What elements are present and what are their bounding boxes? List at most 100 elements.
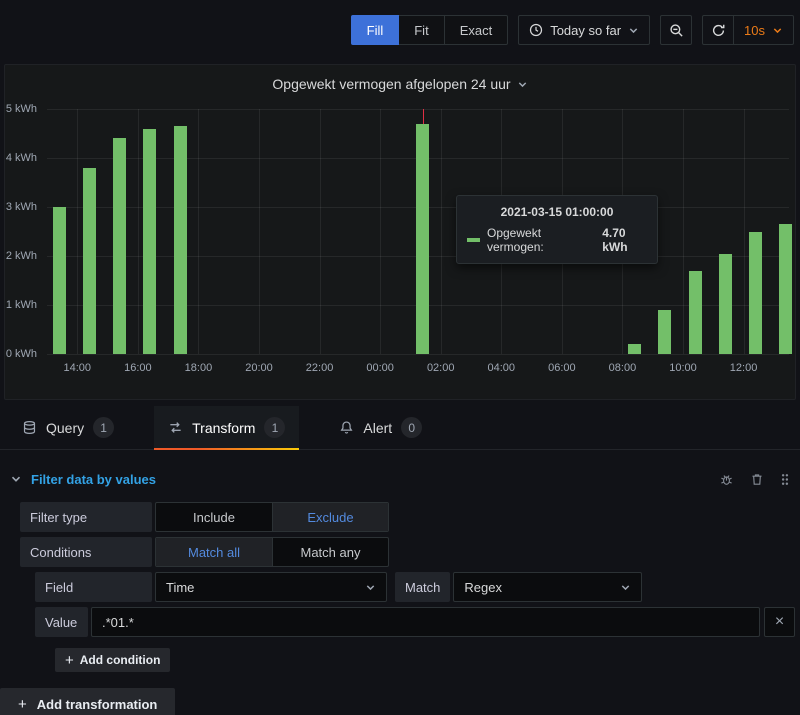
chart-bar[interactable] <box>628 344 642 354</box>
value-row: Value × <box>35 607 800 637</box>
clear-value-button[interactable]: × <box>764 607 795 637</box>
filter-type-label: Filter type <box>20 502 152 532</box>
transform-title[interactable]: Filter data by values <box>31 471 156 487</box>
tab-transform[interactable]: Transform 1 <box>154 406 300 450</box>
match-select[interactable]: Regex <box>453 572 643 602</box>
transform-header: Filter data by values <box>10 464 790 494</box>
value-input[interactable] <box>91 607 760 637</box>
v-gridline <box>319 109 321 354</box>
v-gridline <box>743 109 745 354</box>
chevron-down-icon <box>517 79 528 90</box>
filter-type-row: Filter type Include Exclude <box>20 502 800 532</box>
top-toolbar: Fill Fit Exact Today so far 10s <box>0 0 800 60</box>
y-tick-label: 2 kWh <box>5 250 37 262</box>
conditions-match-any[interactable]: Match any <box>272 538 388 566</box>
field-match-row: Field Time Match Regex <box>35 572 800 602</box>
y-tick-label: 3 kWh <box>5 201 37 213</box>
add-condition-label: Add condition <box>79 653 161 667</box>
tab-alert[interactable]: Alert 0 <box>325 406 436 449</box>
tab-count-badge: 1 <box>93 417 115 438</box>
add-transformation-button[interactable]: + Add transformation <box>0 688 176 715</box>
viewmode-group: Fill Fit Exact <box>350 15 509 45</box>
conditions-label: Conditions <box>20 537 152 567</box>
drag-handle-icon[interactable] <box>780 472 790 487</box>
filter-type-include[interactable]: Include <box>193 509 235 525</box>
refresh-interval-label: 10s <box>744 22 765 38</box>
refresh-group: 10s <box>702 15 794 45</box>
tab-label: Transform <box>192 419 256 436</box>
plus-icon: + <box>65 651 74 669</box>
trash-icon[interactable] <box>750 472 764 487</box>
v-gridline <box>137 109 139 354</box>
conditions-row: Conditions Match all Match any <box>20 537 800 567</box>
x-tick-label: 00:00 <box>366 362 394 374</box>
series-color-swatch <box>467 238 480 242</box>
v-gridline <box>683 109 684 354</box>
x-tick-label: 16:00 <box>124 362 152 374</box>
x-tick-label: 08:00 <box>608 362 637 374</box>
filter-type-options: Include Exclude <box>155 502 389 532</box>
conditions-match-all[interactable]: Match all <box>156 538 272 566</box>
x-tick-label: 12:00 <box>729 362 758 374</box>
field-select[interactable]: Time <box>155 572 387 602</box>
tooltip-series-label: Opgewekt vermogen: <box>487 226 544 254</box>
plus-icon: + <box>18 695 27 713</box>
add-condition-button[interactable]: + Add condition <box>55 648 171 672</box>
v-gridline <box>77 109 79 354</box>
refresh-interval-dropdown[interactable]: 10s <box>734 15 794 45</box>
refresh-icon <box>711 23 726 38</box>
panel-title[interactable]: Opgewekt vermogen afgelopen 24 uur <box>5 73 795 95</box>
add-transformation-label: Add transformation <box>36 696 158 712</box>
zoom-out-button[interactable] <box>660 15 693 45</box>
chevron-down-icon <box>365 582 376 593</box>
chart-bar[interactable] <box>143 128 157 354</box>
chart-bar[interactable] <box>416 123 430 354</box>
x-tick-label: 02:00 <box>426 362 455 374</box>
x-tick-label: 06:00 <box>548 362 576 374</box>
y-tick-label: 1 kWh <box>5 299 37 311</box>
tab-query[interactable]: Query 1 <box>8 406 128 449</box>
x-tick-label: 22:00 <box>305 362 334 374</box>
chart-bar[interactable] <box>779 224 793 354</box>
filter-type-exclude[interactable]: Exclude <box>272 503 388 531</box>
chevron-down-icon <box>620 582 631 593</box>
tab-count-badge: 0 <box>401 417 423 438</box>
x-tick-label: 14:00 <box>63 362 92 374</box>
chart-bar[interactable] <box>658 309 672 354</box>
v-gridline <box>198 109 200 354</box>
x-tick-label: 20:00 <box>245 362 273 374</box>
y-tick-label: 4 kWh <box>5 152 37 164</box>
plot-area[interactable]: 2021-03-15 01:00:00 Opgewekt vermogen: 4… <box>47 109 793 374</box>
tab-bar: Query 1 Transform 1 Alert 0 <box>0 406 800 450</box>
clock-icon <box>529 23 543 37</box>
viewmode-fill-button[interactable]: Fill <box>350 15 400 45</box>
viewmode-fit-button[interactable]: Fit <box>399 15 445 45</box>
chart-bar[interactable] <box>113 138 127 354</box>
tooltip-timestamp: 2021-03-15 01:00:00 <box>500 205 614 219</box>
zoom-out-icon <box>669 23 684 38</box>
match-select-value: Regex <box>464 579 502 595</box>
chart-bar[interactable] <box>52 207 66 354</box>
y-tick-label: 5 kWh <box>5 103 37 115</box>
x-tick-label: 04:00 <box>487 362 516 374</box>
chart-tooltip: 2021-03-15 01:00:00 Opgewekt vermogen: 4… <box>456 195 658 264</box>
chevron-down-icon <box>628 25 639 36</box>
chart-bar[interactable] <box>688 270 702 354</box>
time-range-picker[interactable]: Today so far <box>518 15 651 45</box>
chart-bar[interactable] <box>749 231 763 354</box>
v-gridline <box>440 109 442 354</box>
chevron-down-icon <box>772 25 783 36</box>
chart-bar[interactable] <box>718 253 732 354</box>
y-tick-label: 0 kWh <box>5 348 37 360</box>
x-tick-label: 10:00 <box>669 362 697 374</box>
chart-bar[interactable] <box>82 167 96 354</box>
h-gridline <box>47 354 789 355</box>
viewmode-exact-button[interactable]: Exact <box>444 15 509 45</box>
x-tick-label: 18:00 <box>184 362 213 374</box>
bell-icon <box>339 420 354 435</box>
refresh-button[interactable] <box>702 15 735 45</box>
collapse-chevron-icon[interactable] <box>10 473 22 485</box>
debug-bug-icon[interactable] <box>719 472 734 487</box>
chart-bar[interactable] <box>173 126 187 354</box>
v-gridline <box>380 109 382 354</box>
